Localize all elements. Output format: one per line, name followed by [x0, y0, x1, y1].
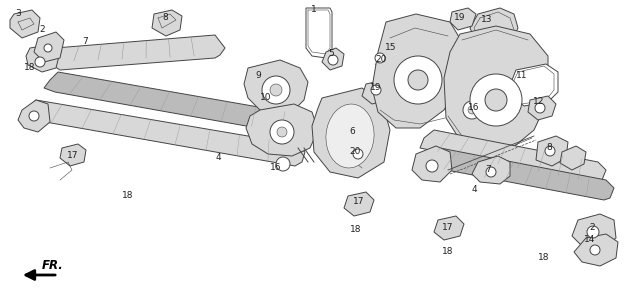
- Circle shape: [328, 55, 338, 65]
- Circle shape: [371, 85, 381, 95]
- Circle shape: [276, 157, 290, 171]
- Circle shape: [468, 106, 476, 114]
- Ellipse shape: [326, 104, 374, 168]
- Circle shape: [486, 167, 496, 177]
- Text: 2: 2: [589, 224, 595, 232]
- Text: 6: 6: [349, 128, 355, 136]
- Text: 17: 17: [353, 197, 365, 206]
- Circle shape: [485, 89, 507, 111]
- Polygon shape: [560, 146, 586, 170]
- Text: 18: 18: [442, 247, 454, 256]
- Circle shape: [463, 101, 481, 119]
- Circle shape: [535, 103, 545, 113]
- Polygon shape: [34, 32, 64, 62]
- Polygon shape: [362, 80, 392, 104]
- Text: 3: 3: [15, 10, 21, 18]
- Polygon shape: [512, 64, 558, 106]
- Text: 13: 13: [481, 15, 493, 24]
- Polygon shape: [472, 156, 510, 184]
- Polygon shape: [152, 10, 182, 36]
- Polygon shape: [246, 104, 318, 156]
- Text: 20: 20: [375, 55, 387, 64]
- Polygon shape: [44, 72, 318, 137]
- Text: 16: 16: [270, 163, 282, 172]
- Text: 4: 4: [215, 154, 221, 163]
- Circle shape: [426, 160, 438, 172]
- Circle shape: [277, 127, 287, 137]
- Circle shape: [44, 44, 52, 52]
- Text: 10: 10: [260, 92, 272, 101]
- Text: 5: 5: [328, 49, 334, 58]
- Text: 18: 18: [122, 191, 134, 200]
- Text: 2: 2: [39, 26, 45, 35]
- Polygon shape: [18, 100, 50, 132]
- Polygon shape: [420, 130, 606, 183]
- Polygon shape: [572, 214, 616, 248]
- Polygon shape: [450, 8, 476, 30]
- Polygon shape: [10, 10, 40, 38]
- Text: 1: 1: [311, 5, 317, 14]
- Text: 7: 7: [485, 166, 491, 175]
- Text: 18: 18: [24, 64, 36, 73]
- Text: 9: 9: [255, 72, 261, 80]
- Circle shape: [35, 57, 45, 67]
- Circle shape: [270, 120, 294, 144]
- Polygon shape: [306, 8, 332, 58]
- Circle shape: [353, 149, 363, 159]
- Polygon shape: [536, 136, 568, 166]
- Text: 8: 8: [546, 144, 552, 153]
- Text: 11: 11: [516, 72, 528, 80]
- Circle shape: [590, 245, 600, 255]
- Circle shape: [375, 53, 385, 63]
- Polygon shape: [344, 192, 374, 216]
- Polygon shape: [426, 148, 614, 200]
- Circle shape: [470, 74, 522, 126]
- Text: 20: 20: [349, 147, 361, 157]
- Polygon shape: [322, 48, 344, 70]
- Text: 18: 18: [350, 225, 362, 234]
- Circle shape: [29, 111, 39, 121]
- Polygon shape: [444, 26, 548, 154]
- Text: 17: 17: [67, 150, 79, 160]
- Text: 14: 14: [584, 235, 596, 244]
- Text: 17: 17: [442, 224, 454, 232]
- Circle shape: [270, 84, 282, 96]
- Polygon shape: [60, 144, 86, 166]
- Text: 12: 12: [533, 97, 545, 105]
- Polygon shape: [434, 216, 464, 240]
- Polygon shape: [528, 96, 556, 120]
- Polygon shape: [312, 88, 390, 178]
- Polygon shape: [372, 14, 462, 128]
- Text: 7: 7: [82, 38, 88, 46]
- Text: 19: 19: [454, 13, 466, 21]
- Circle shape: [408, 70, 428, 90]
- Circle shape: [262, 76, 290, 104]
- Text: 15: 15: [385, 44, 397, 52]
- Circle shape: [587, 226, 599, 238]
- Polygon shape: [244, 60, 308, 116]
- Text: 19: 19: [371, 83, 381, 92]
- Polygon shape: [26, 44, 60, 72]
- Text: FR.: FR.: [42, 259, 64, 272]
- Polygon shape: [574, 234, 618, 266]
- Polygon shape: [48, 35, 225, 70]
- Text: 8: 8: [162, 14, 168, 23]
- Text: 4: 4: [471, 185, 477, 194]
- Text: 18: 18: [538, 253, 550, 262]
- Polygon shape: [24, 100, 305, 166]
- Circle shape: [545, 146, 555, 156]
- Polygon shape: [470, 8, 518, 50]
- Circle shape: [394, 56, 442, 104]
- Polygon shape: [412, 146, 452, 182]
- Text: 16: 16: [468, 104, 480, 113]
